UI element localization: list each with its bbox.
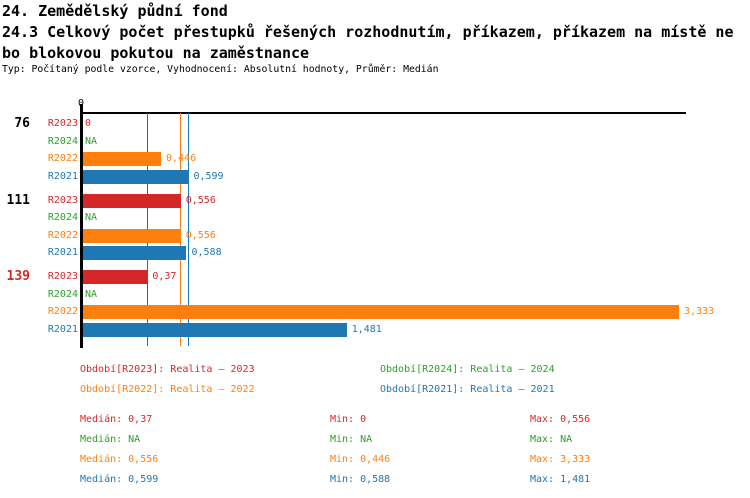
bar-r2022	[82, 305, 679, 319]
stat-median-r2021: Medián: 0,599	[80, 474, 159, 485]
bar-value-label: 0,588	[191, 247, 222, 258]
legend-item-r2023: Období[R2023]: Realita – 2023	[80, 364, 255, 375]
median-line-r2022	[179, 113, 182, 346]
legend-item-r2022: Období[R2022]: Realita – 2022	[80, 384, 255, 395]
bar-value-label: 0	[85, 118, 92, 129]
bar-r2022	[82, 228, 181, 243]
series-row-label: R2024	[47, 135, 78, 147]
stat-median-r2023: Medián: 0,37	[80, 414, 153, 425]
stat-min-r2024: Min: NA	[330, 434, 373, 445]
bar-r2021	[82, 322, 347, 337]
series-row-label: R2022	[47, 306, 78, 317]
bar-value-label: NA	[85, 212, 98, 223]
bar-r2021	[82, 169, 189, 184]
bar-value-label: NA	[85, 135, 98, 147]
stat-max-r2021: Max: 1,481	[530, 474, 591, 485]
series-row-label: R2021	[47, 323, 78, 335]
legend-item-r2024: Období[R2024]: Realita – 2024	[380, 364, 555, 375]
bar-value-label: 3,333	[683, 306, 715, 317]
median-line-r2021	[187, 113, 190, 346]
series-row-label: R2022	[47, 229, 78, 241]
y-axis-line	[79, 104, 83, 348]
legend-item-r2021: Období[R2021]: Realita – 2021	[380, 384, 555, 395]
stat-min-r2021: Min: 0,588	[330, 474, 391, 485]
bar-value-label: 0,556	[185, 194, 216, 206]
series-row-label: R2023	[47, 271, 78, 282]
bar-value-label: 0,37	[152, 271, 177, 282]
bar-r2022	[82, 152, 161, 166]
stat-max-r2023: Max: 0,556	[530, 414, 591, 425]
series-row-label: R2024	[47, 288, 78, 300]
group-label: 76	[14, 116, 30, 131]
bar-r2023	[82, 193, 181, 208]
series-row-label: R2021	[47, 170, 78, 182]
report-indicator-title-wrap: bo blokovou pokutou na zaměstnance	[2, 44, 310, 62]
series-row-label: R2021	[47, 247, 78, 258]
bar-value-label: 0,556	[185, 229, 216, 241]
group-label: 111	[6, 192, 30, 208]
stat-max-r2022: Max: 3,333	[530, 454, 591, 465]
stat-min-r2023: Min: 0	[330, 414, 367, 425]
series-row-label: R2023	[47, 194, 78, 206]
axis-zero-tick-label: 0	[77, 98, 85, 109]
stat-max-r2024: Max: NA	[530, 434, 573, 445]
group-label: 139	[6, 269, 30, 284]
bar-value-label: 1,481	[351, 323, 382, 335]
series-row-label: R2022	[47, 153, 78, 164]
bar-value-label: 0,599	[193, 170, 224, 182]
report-section-title: 24. Zemědělský půdní fond	[2, 2, 228, 20]
series-row-label: R2024	[47, 212, 78, 223]
x-axis-line	[81, 112, 686, 114]
bar-r2021	[82, 246, 187, 260]
bar-r2023	[82, 270, 148, 284]
bar-value-label: 0,446	[166, 153, 197, 164]
series-row-label: R2023	[47, 118, 78, 129]
stat-median-r2024: Medián: NA	[80, 434, 141, 445]
report-subtitle: Typ: Počítaný podle vzorce, Vyhodnocení:…	[2, 64, 439, 75]
stat-median-r2022: Medián: 0,556	[80, 454, 159, 465]
bar-value-label: NA	[85, 288, 98, 300]
grouped-bar-chart: 0 76 R2023 0 R2024 NA R2022 0,446 R2021 0,599 111…	[6, 98, 715, 348]
report-indicator-title: 24.3 Celkový počet přestupků řešených ro…	[2, 23, 734, 41]
stat-min-r2022: Min: 0,446	[330, 454, 391, 465]
